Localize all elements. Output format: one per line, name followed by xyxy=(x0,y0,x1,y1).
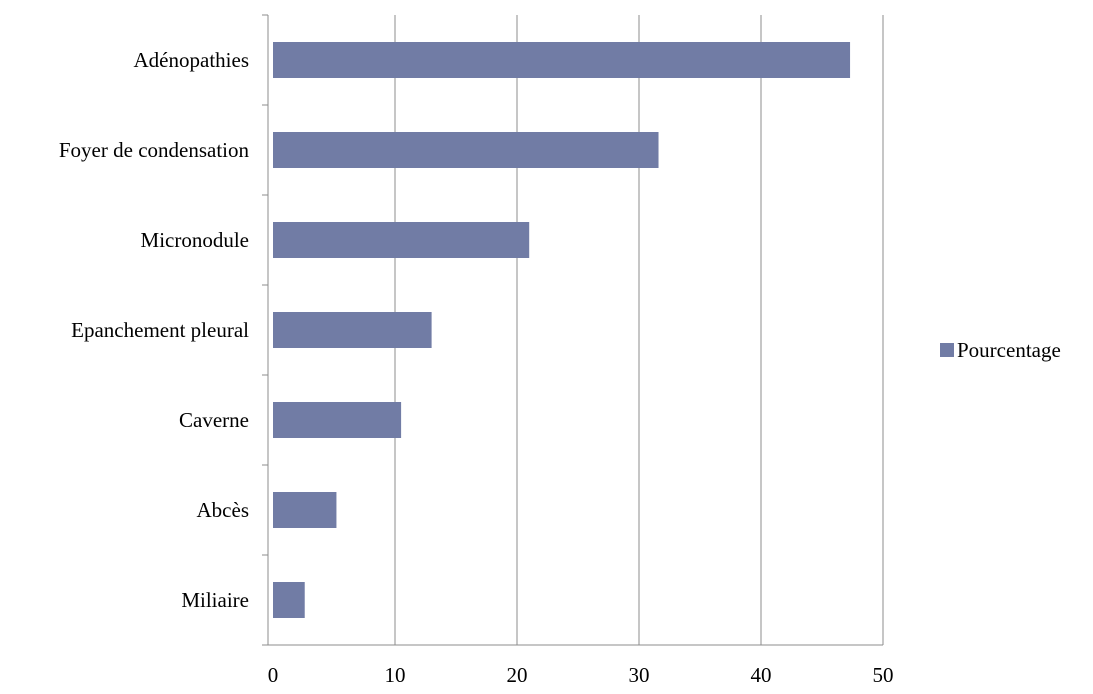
x-tick-label-20: 20 xyxy=(507,663,528,687)
labels: 0 10 20 30 40 50 Miliaire Abcès Caverne Epancheme… xyxy=(59,48,894,687)
legend: Pourcentage xyxy=(940,338,1061,362)
category-label-4: Epanchement pleural xyxy=(71,318,249,342)
bar-2 xyxy=(273,492,337,528)
x-tick-label-10: 10 xyxy=(385,663,406,687)
bar-7 xyxy=(273,42,851,78)
category-label-3: Caverne xyxy=(179,408,249,432)
legend-swatch xyxy=(940,343,954,357)
category-label-6: Foyer de condensation xyxy=(59,138,250,162)
category-label-7: Adénopathies xyxy=(134,48,249,72)
category-label-2: Abcès xyxy=(197,498,249,522)
x-tick-label-40: 40 xyxy=(751,663,772,687)
x-tick-label-0: 0 xyxy=(268,663,279,687)
legend-label: Pourcentage xyxy=(957,338,1061,362)
bar-3 xyxy=(273,402,402,438)
gridlines xyxy=(394,15,884,645)
category-label-1: Miliaire xyxy=(181,588,249,612)
bars xyxy=(273,42,851,618)
bar-4 xyxy=(273,312,432,348)
x-tick-label-30: 30 xyxy=(629,663,650,687)
x-tick-label-50: 50 xyxy=(873,663,894,687)
bar-5 xyxy=(273,222,530,258)
category-label-5: Micronodule xyxy=(141,228,249,252)
bar-6 xyxy=(273,132,659,168)
bar-1 xyxy=(273,582,305,618)
axes xyxy=(262,14,883,646)
